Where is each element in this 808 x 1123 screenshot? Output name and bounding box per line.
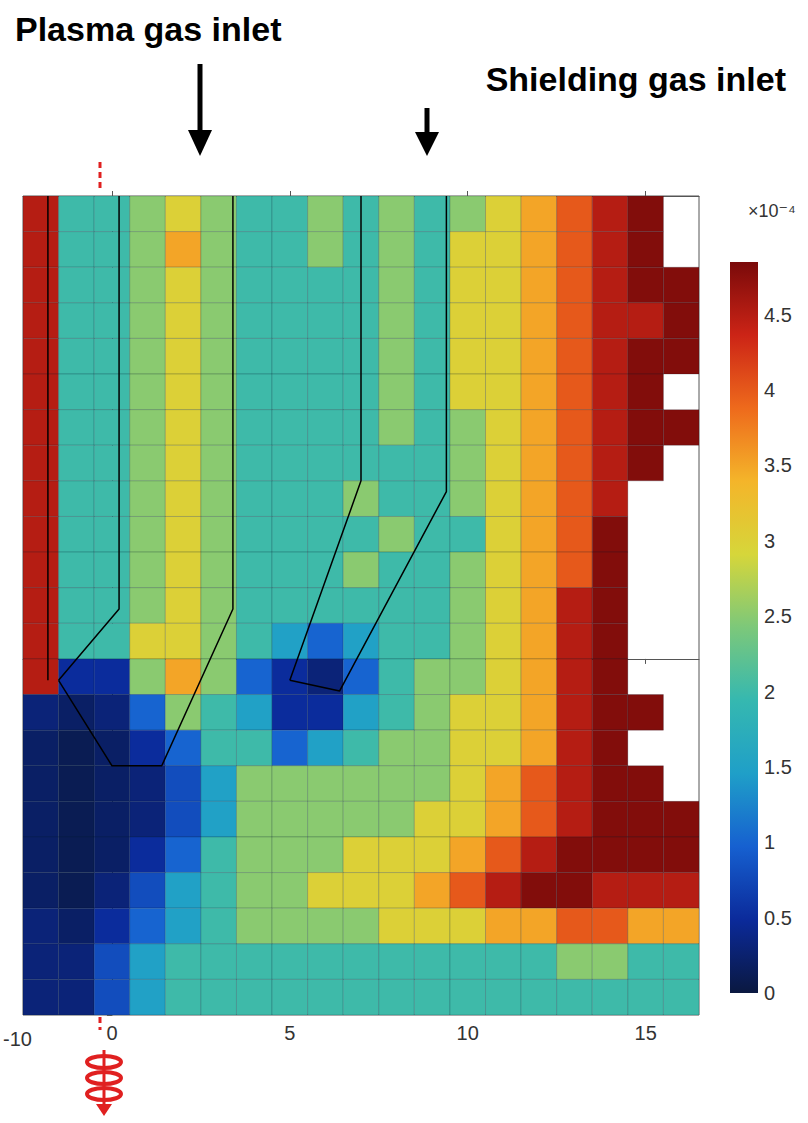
svg-text:2.5: 2.5 [764, 605, 792, 627]
svg-text:-10: -10 [3, 1028, 32, 1050]
svg-text:Plasma gas inlet: Plasma gas inlet [15, 10, 281, 48]
svg-text:1: 1 [764, 831, 775, 853]
svg-text:4.5: 4.5 [764, 304, 792, 326]
svg-text:×10⁻⁴: ×10⁻⁴ [748, 201, 796, 221]
svg-text:0: 0 [106, 1022, 117, 1044]
svg-text:3: 3 [764, 530, 775, 552]
svg-text:4: 4 [764, 379, 775, 401]
svg-text:3.5: 3.5 [764, 454, 792, 476]
svg-text:2: 2 [764, 681, 775, 703]
svg-text:15: 15 [635, 1022, 657, 1044]
svg-text:10: 10 [457, 1022, 479, 1044]
svg-text:5: 5 [284, 1022, 295, 1044]
svg-text:Shielding gas inlet: Shielding gas inlet [486, 60, 786, 98]
svg-text:0: 0 [764, 982, 775, 1004]
svg-text:0.5: 0.5 [764, 907, 792, 929]
svg-text:1.5: 1.5 [764, 756, 792, 778]
